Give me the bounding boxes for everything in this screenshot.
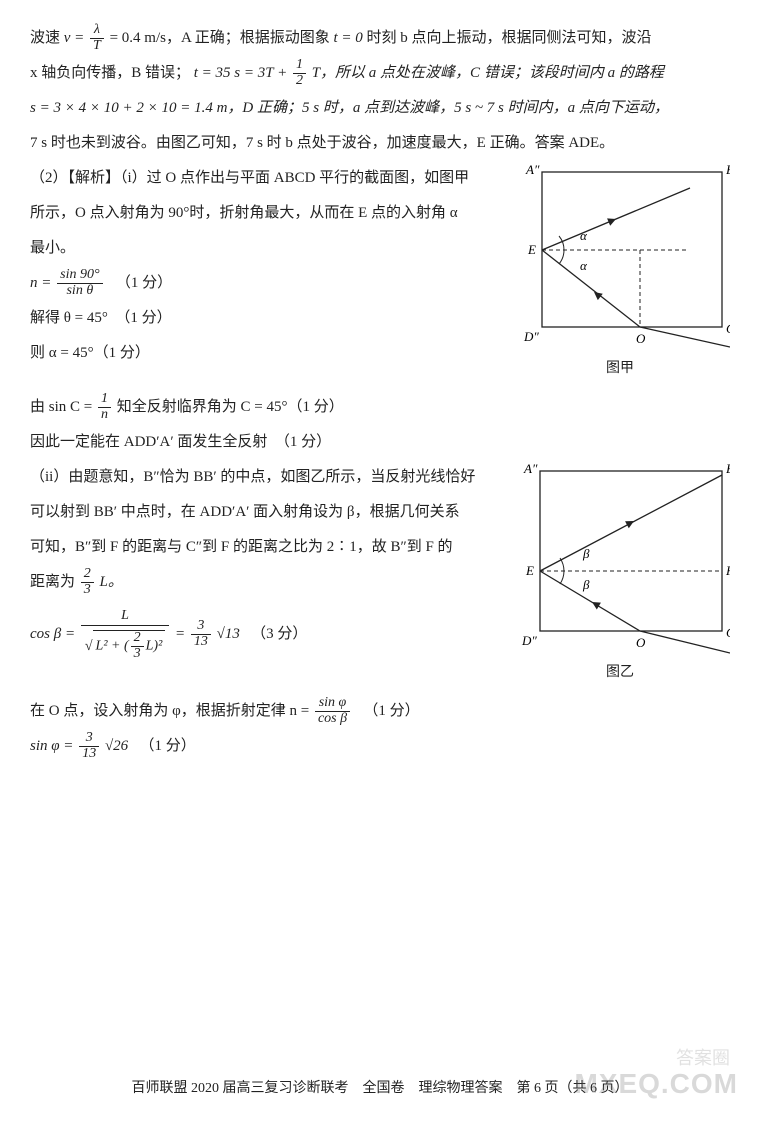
svg-text:E: E: [527, 242, 536, 257]
eq3-frac: 3 13: [79, 731, 99, 761]
t0: t = 0: [333, 30, 362, 46]
eq3-score: （1 分）: [132, 738, 196, 754]
svg-text:C″: C″: [726, 625, 730, 640]
eq2-lhs: cos β =: [30, 626, 79, 642]
p3: s = 3 × 4 × 10 + 2 × 10 = 1.4 m，D 正确；5 s…: [30, 100, 669, 116]
eq3: sin φ = 3 13 √26 （1 分）: [30, 730, 730, 763]
figure-a-caption: 图甲: [510, 354, 730, 385]
svg-text:D″: D″: [523, 329, 539, 344]
svg-text:C″: C″: [726, 321, 730, 336]
p8: 解得 θ = 45° （1 分）: [30, 302, 500, 335]
svg-text:D″: D″: [521, 633, 537, 648]
p10: 由 sin C = 1 n 知全反射临界角为 C = 45°（1 分）: [30, 391, 730, 424]
p5: （2）【解析】（i）过 O 点作出与平面 ABCD 平行的截面图，如图甲: [30, 162, 500, 195]
eq2-bigfrac: L √ L² + (23L)²: [81, 607, 169, 662]
eq2-mid: =: [175, 626, 189, 642]
eq1: n = sin 90° sin θ （1 分）: [30, 267, 500, 300]
frac-lambda-T: λ T: [90, 23, 104, 53]
p1a: 波速: [30, 30, 64, 46]
p16: 在 O 点，设入射角为 φ，根据折射定律 n = sin φ cos β （1 …: [30, 695, 730, 728]
para-2: x 轴负向传播，B 错误； t = 35 s = 3T + 1 2 T，所以 a…: [30, 57, 730, 90]
v-eq: v =: [64, 30, 88, 46]
svg-text:F: F: [725, 563, 730, 578]
svg-text:α: α: [580, 258, 588, 273]
frac-half: 1 2: [293, 58, 306, 88]
svg-text:A″: A″: [523, 461, 538, 476]
svg-text:O: O: [636, 331, 646, 346]
p16-score: （1 分）: [356, 703, 420, 719]
block-next-to-figA: （2）【解析】（i）过 O 点作出与平面 ABCD 平行的截面图，如图甲 所示，…: [30, 162, 500, 370]
p10a: 由 sin C =: [30, 399, 96, 415]
eq1-frac: sin 90° sin θ: [57, 268, 102, 298]
block-next-to-figB: （ii）由题意知，B″恰为 BB′ 的中点，如图乙所示，当反射光线恰好 可以射到…: [30, 461, 500, 662]
p1c: 时刻 b 点向上振动，根据同侧法可知，波沿: [367, 30, 652, 46]
p14: 可知，B″到 F 的距离与 C″到 F 的距离之比为 2∶1，故 B″到 F 的: [30, 531, 500, 564]
p11: 因此一定能在 ADD′A′ 面发生全反射 （1 分）: [30, 426, 730, 459]
svg-text:β: β: [582, 546, 590, 561]
p15b: L。: [100, 574, 123, 590]
p12: （ii）由题意知，B″恰为 BB′ 的中点，如图乙所示，当反射光线恰好: [30, 461, 500, 494]
para-1: 波速 v = λ T = 0.4 m/s，A 正确；根据振动图象 t = 0 时…: [30, 22, 730, 55]
svg-text:B″: B″: [726, 162, 730, 177]
eq2-score: （3 分）: [244, 626, 308, 642]
para-4: 7 s 时也未到波谷。由图乙可知，7 s 时 b 点处于波谷，加速度最大，E 正…: [30, 127, 730, 160]
p13: 可以射到 BB′ 中点时，在 ADD′A′ 面入射角设为 β，根据几何关系: [30, 496, 500, 529]
svg-text:E: E: [525, 563, 534, 578]
eq1-score: （1 分）: [108, 275, 172, 291]
p10b: 知全反射临界角为 C = 45°（1 分）: [117, 399, 344, 415]
svg-text:B″: B″: [726, 461, 730, 476]
p15a: 距离为: [30, 574, 75, 590]
eq2-r-frac: 3 13: [191, 619, 211, 649]
eq3-sqrt: √26: [105, 738, 128, 754]
eq2-sqrt: √13: [217, 626, 240, 642]
p15-frac: 2 3: [81, 567, 94, 597]
p1b: = 0.4 m/s，A 正确；根据振动图象: [110, 30, 334, 46]
svg-text:O: O: [636, 635, 646, 650]
p7: 最小。: [30, 232, 500, 265]
eq1-lhs: n =: [30, 275, 55, 291]
svg-text:α: α: [580, 228, 588, 243]
p6: 所示，O 点入射角为 90°时，折射角最大，从而在 E 点的入射角 α: [30, 197, 500, 230]
p2b: T，所以 a 点处在波峰，C 错误；该段时间内 a 的路程: [312, 65, 664, 81]
p2a: x 轴负向传播，B 错误；: [30, 65, 190, 81]
t35: t = 35 s = 3T +: [194, 65, 291, 81]
eq2: cos β = L √ L² + (23L)² = 3 13 √13 （3 分）: [30, 607, 500, 662]
p15: 距离为 2 3 L。: [30, 566, 500, 599]
figure-b-caption: 图乙: [510, 658, 730, 689]
para-3: s = 3 × 4 × 10 + 2 × 10 = 1.4 m，D 正确；5 s…: [30, 92, 730, 125]
p9: 则 α = 45°（1 分）: [30, 337, 500, 370]
figure-a-svg: A″ B″ C″ D″ E O α α: [510, 162, 730, 352]
watermark-main: MXEQ.COM: [574, 1053, 738, 1115]
eq3-lhs: sin φ =: [30, 738, 77, 754]
svg-text:β: β: [582, 577, 590, 592]
svg-text:A″: A″: [525, 162, 540, 177]
sqrt-sym: √: [85, 640, 93, 655]
p16-frac: sin φ cos β: [315, 696, 350, 726]
eq2-inner: 23: [131, 631, 144, 661]
p10-frac: 1 n: [98, 392, 111, 422]
figure-b-container: A″ B″ C″ D″ E O F β β 图乙: [510, 461, 730, 689]
figure-a-container: A″ B″ C″ D″ E O α α 图甲: [510, 162, 730, 385]
p16a: 在 O 点，设入射角为 φ，根据折射定律 n =: [30, 703, 313, 719]
figure-b-svg: A″ B″ C″ D″ E O F β β: [510, 461, 730, 656]
